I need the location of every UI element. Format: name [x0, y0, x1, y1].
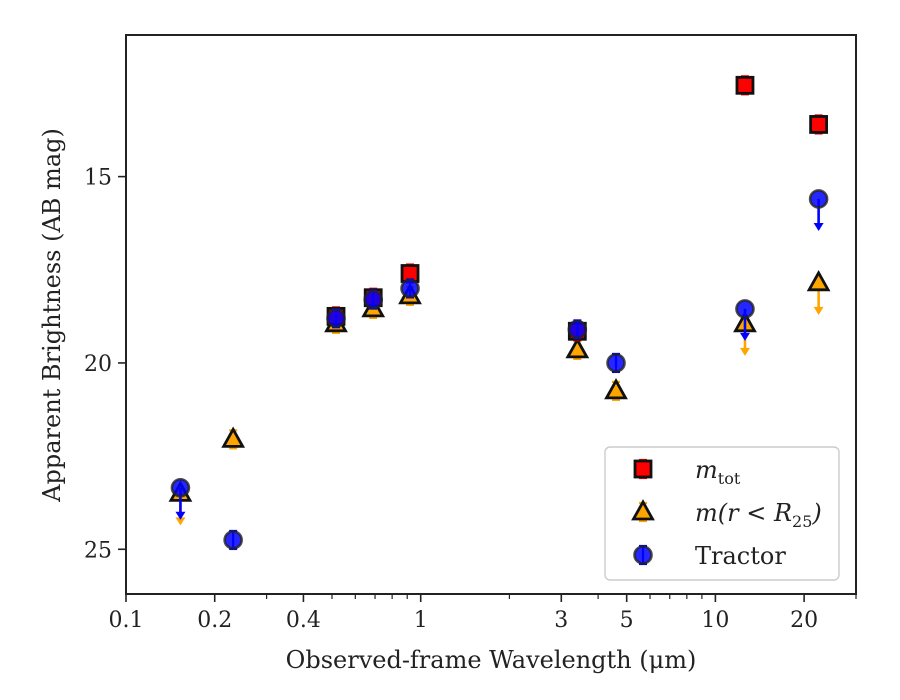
point-tractor — [735, 299, 755, 319]
upper-limit-arrowhead — [175, 511, 186, 520]
legend-box — [604, 446, 840, 581]
legend-entry-mtot: mtot — [633, 456, 741, 488]
legend-marker-tractor — [633, 545, 653, 565]
point-tractor — [363, 289, 384, 310]
x-axis: 0.1 0.2 0.4 1 3 5 10 20 — [109, 594, 857, 633]
point-tractor — [326, 308, 346, 329]
x-tick-label: 5 — [620, 608, 634, 633]
legend-entry-tractor: Tractor — [633, 542, 786, 570]
legend-marker-mtot — [633, 459, 653, 479]
legend-label-tractor: Tractor — [695, 542, 786, 570]
y-tick-label: 25 — [84, 538, 112, 563]
upper-limit-arrowhead — [175, 517, 186, 526]
upper-limit-arrowhead — [739, 332, 750, 341]
x-tick-label: 0.2 — [197, 608, 232, 633]
y-tick-label: 20 — [84, 352, 112, 377]
series-tractor — [170, 189, 829, 551]
point-tractor — [223, 530, 243, 550]
point-tractor — [170, 477, 191, 498]
point-tractor — [400, 278, 420, 299]
x-tick-label: 10 — [701, 608, 729, 633]
point-tractor — [808, 189, 829, 209]
x-tick-label: 0.4 — [286, 608, 321, 633]
data-markers — [168, 75, 831, 551]
upper-limit-arrowhead — [739, 347, 750, 356]
y-tick-label: 15 — [84, 166, 112, 191]
legend-marker-mr25 — [631, 499, 655, 521]
legend-label-mtot: mtot — [695, 456, 741, 488]
x-tick-label: 3 — [554, 608, 568, 633]
point-mtot — [735, 75, 755, 95]
y-axis: 15 20 25 — [84, 166, 126, 563]
x-axis-label: Observed-frame Wavelength (μm) — [286, 646, 697, 674]
point-mr25 — [806, 269, 831, 292]
x-tick-label: 1 — [414, 608, 428, 633]
legend: mtot m(r < R25) Tractor — [604, 446, 840, 581]
upper-limit-arrowhead — [813, 306, 824, 315]
point-tractor — [606, 353, 626, 373]
point-tractor — [567, 319, 588, 340]
point-mtot — [809, 115, 829, 134]
x-tick-label: 20 — [790, 608, 818, 633]
point-mr25 — [221, 426, 246, 448]
legend-label-mr25: m(r < R25) — [695, 499, 822, 531]
point-mr25 — [565, 337, 590, 359]
y-axis-label: Apparent Brightness (AB mag) — [38, 128, 66, 503]
point-mr25 — [604, 378, 628, 400]
x-tick-label: 0.1 — [109, 608, 144, 633]
upper-limit-arrowhead — [813, 222, 824, 231]
legend-entry-mr25: m(r < R25) — [631, 499, 822, 531]
